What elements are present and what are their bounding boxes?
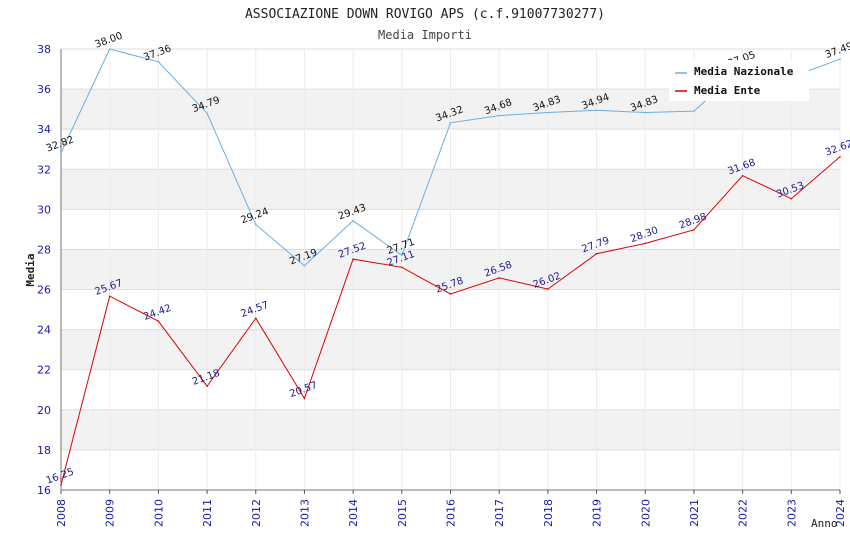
data-point-media-ente bbox=[741, 174, 744, 177]
y-axis-ticks: 16 18 20 22 24 26 28 30 32 34 36 38 bbox=[37, 43, 51, 497]
data-point-media-ente bbox=[206, 385, 208, 387]
x-tick-label: 2014 bbox=[347, 499, 360, 527]
x-tick-label: 2020 bbox=[639, 499, 652, 527]
data-point-media-nazionale bbox=[547, 111, 549, 114]
x-tick-label: 2017 bbox=[493, 499, 506, 527]
data-point-media-nazionale bbox=[595, 109, 598, 112]
x-axis-ticks: 2008 2009 2010 2011 2012 2013 2014 2015 2016 2017… bbox=[55, 490, 847, 527]
data-point-media-ente bbox=[108, 295, 111, 297]
x-tick-label: 2013 bbox=[298, 499, 311, 527]
data-point-media-ente bbox=[547, 288, 549, 290]
gridlines bbox=[60, 48, 841, 491]
chart-subtitle: Media Importi bbox=[378, 28, 472, 42]
data-point-media-ente bbox=[352, 258, 354, 260]
data-point-media-nazionale bbox=[693, 110, 695, 112]
data-point-media-nazionale bbox=[206, 112, 208, 115]
x-tick-label: 2024 bbox=[834, 499, 847, 527]
data-point-media-nazionale bbox=[352, 219, 354, 222]
data-point-media-ente bbox=[839, 156, 841, 158]
data-point-media-nazionale bbox=[401, 254, 403, 257]
y-tick-label: 16 bbox=[37, 484, 51, 497]
data-label-media-ente: 24.42 bbox=[142, 303, 173, 323]
y-tick-label: 30 bbox=[37, 203, 51, 216]
x-axis-label: Anno bbox=[811, 517, 838, 530]
y-tick-label: 24 bbox=[37, 324, 51, 337]
x-tick-label: 2015 bbox=[396, 499, 409, 527]
chart-title: ASSOCIAZIONE DOWN ROVIGO APS (c.f.910077… bbox=[245, 7, 605, 22]
x-tick-label: 2018 bbox=[542, 499, 555, 527]
data-point-media-ente bbox=[449, 293, 452, 295]
data-point-media-ente bbox=[60, 484, 62, 486]
data-label-media-nazionale: 38.00 bbox=[93, 31, 124, 51]
data-point-media-nazionale bbox=[108, 48, 111, 50]
y-tick-label: 36 bbox=[37, 83, 51, 96]
x-tick-label: 2012 bbox=[250, 499, 263, 527]
legend: Media Nazionale Media Ente bbox=[669, 60, 809, 101]
data-point-media-nazionale bbox=[60, 152, 62, 154]
y-tick-label: 28 bbox=[37, 243, 51, 256]
x-tick-label: 2008 bbox=[55, 499, 68, 527]
y-tick-label: 38 bbox=[37, 43, 51, 56]
data-point-media-ente bbox=[303, 397, 306, 400]
y-tick-label: 26 bbox=[37, 284, 51, 297]
x-tick-label: 2021 bbox=[688, 499, 701, 527]
data-point-media-ente bbox=[498, 277, 500, 279]
data-point-media-ente bbox=[157, 320, 160, 323]
data-point-media-nazionale bbox=[157, 61, 160, 63]
data-label-media-nazionale: 37.36 bbox=[142, 43, 173, 63]
y-tick-label: 18 bbox=[37, 444, 51, 457]
data-point-media-nazionale bbox=[839, 58, 841, 61]
data-point-media-ente bbox=[401, 266, 403, 269]
x-tick-label: 2010 bbox=[152, 499, 165, 527]
data-point-media-nazionale bbox=[449, 121, 452, 124]
data-point-media-nazionale bbox=[254, 223, 257, 226]
y-axis-label: Media bbox=[24, 253, 37, 286]
legend-item-media-ente: Media Ente bbox=[694, 84, 761, 97]
legend-background bbox=[669, 60, 809, 101]
data-point-media-ente bbox=[595, 252, 598, 255]
x-tick-label: 2019 bbox=[591, 499, 604, 527]
y-tick-label: 20 bbox=[37, 404, 51, 417]
legend-item-media-nazionale: Media Nazionale bbox=[694, 65, 794, 78]
data-label-media-nazionale: 37.49 bbox=[824, 41, 850, 61]
data-label-media-ente: 28.98 bbox=[678, 211, 709, 231]
x-tick-label: 2009 bbox=[104, 499, 117, 527]
data-label-media-nazionale: 32.82 bbox=[45, 134, 76, 154]
data-point-media-nazionale bbox=[644, 111, 647, 114]
y-tick-label: 32 bbox=[37, 163, 51, 176]
data-label-media-ente: 16.25 bbox=[45, 467, 76, 487]
x-tick-label: 2011 bbox=[201, 499, 214, 527]
data-point-media-ente bbox=[790, 197, 793, 200]
data-point-media-ente bbox=[254, 317, 257, 320]
data-label-media-ente: 24.57 bbox=[240, 300, 271, 320]
data-label-media-ente: 28.30 bbox=[629, 225, 660, 245]
x-tick-label: 2023 bbox=[785, 499, 798, 527]
y-tick-label: 22 bbox=[37, 364, 51, 377]
y-tick-label: 34 bbox=[37, 123, 51, 136]
x-tick-label: 2022 bbox=[737, 499, 750, 527]
data-point-media-ente bbox=[644, 242, 647, 245]
data-point-media-nazionale bbox=[303, 264, 306, 267]
data-point-media-ente bbox=[693, 229, 695, 231]
x-tick-label: 2016 bbox=[445, 499, 458, 527]
data-label-media-ente: 32.62 bbox=[824, 138, 850, 158]
data-point-media-nazionale bbox=[498, 114, 500, 117]
